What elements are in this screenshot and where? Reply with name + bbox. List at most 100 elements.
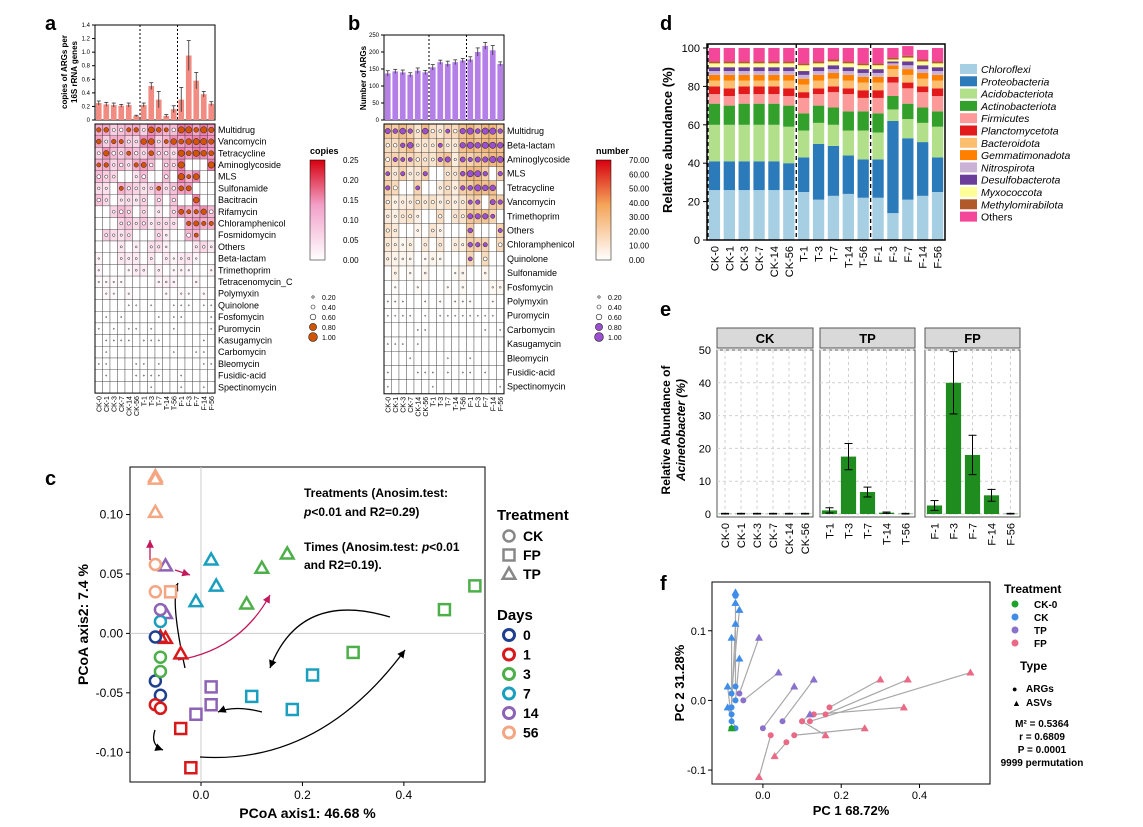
bar-ytick-label: 1.4 bbox=[82, 23, 91, 29]
heat-dot bbox=[104, 139, 109, 144]
stacked-bar-segment bbox=[842, 67, 854, 72]
panel-label-d: d bbox=[660, 13, 672, 35]
heat-dot bbox=[163, 139, 169, 144]
stacked-bar-segment bbox=[842, 94, 854, 112]
heat-cell bbox=[481, 351, 490, 366]
heat-dot bbox=[135, 327, 138, 330]
heat-dot bbox=[96, 197, 101, 203]
heat-dot bbox=[207, 161, 215, 169]
asv-point bbox=[723, 682, 732, 690]
facet-title: FP bbox=[964, 331, 981, 346]
category-label: F-1 bbox=[930, 523, 942, 540]
asv-point bbox=[821, 731, 830, 739]
heat-dot bbox=[454, 300, 457, 303]
row-label: Multidrug bbox=[218, 125, 255, 135]
heat-dot bbox=[469, 371, 472, 374]
args-point bbox=[732, 697, 739, 704]
stacked-bar-segment bbox=[753, 80, 765, 87]
color-legend-title: number bbox=[596, 146, 630, 156]
legend-label: Myxococcota bbox=[981, 187, 1042, 199]
category-label: CK-56 bbox=[800, 523, 812, 554]
color-legend-tick: 0.00 bbox=[629, 256, 645, 265]
heat-cell bbox=[162, 334, 171, 347]
legend-swatch bbox=[960, 88, 977, 99]
facet-title: CK bbox=[756, 331, 775, 346]
y-axis-label: PCoA axis2: 7.4 % bbox=[75, 564, 91, 685]
asv-point bbox=[790, 682, 799, 690]
heat-cell bbox=[169, 357, 178, 370]
row-label: Carbomycin bbox=[507, 325, 555, 335]
asv-point bbox=[731, 619, 740, 627]
row-label: Rifamycin bbox=[218, 207, 258, 217]
heat-dot bbox=[446, 314, 449, 317]
heat-cell bbox=[94, 217, 103, 230]
category-label: CK-56 bbox=[784, 246, 796, 277]
size-legend-dot bbox=[594, 332, 604, 342]
heat-cell bbox=[124, 275, 133, 289]
heat-dot bbox=[180, 374, 183, 377]
facet-title: TP bbox=[859, 331, 876, 346]
stacked-bar-segment bbox=[783, 67, 795, 72]
y-tick-label: 60 bbox=[688, 120, 700, 132]
heat-dot bbox=[135, 304, 138, 307]
heat-cell bbox=[421, 351, 430, 366]
heat-dot bbox=[416, 214, 420, 218]
y-tick-label: 80 bbox=[688, 81, 700, 93]
heat-dot bbox=[385, 171, 391, 177]
panel-label-f: f bbox=[660, 573, 667, 595]
heat-dot bbox=[491, 314, 494, 317]
heat-dot bbox=[467, 157, 473, 162]
color-legend-tick: 0.15 bbox=[343, 196, 359, 205]
heat-dot bbox=[393, 143, 398, 148]
heat-dot bbox=[467, 199, 473, 205]
stacked-frame bbox=[706, 43, 946, 241]
stacked-bar-segment bbox=[827, 65, 840, 70]
heat-dot bbox=[171, 209, 176, 214]
heat-dot bbox=[416, 229, 419, 232]
stacked-bar-segment bbox=[842, 88, 854, 95]
legend-type-label: ARGs bbox=[1026, 684, 1054, 695]
bar bbox=[95, 103, 102, 120]
legend-type-title: Type bbox=[1020, 659, 1047, 673]
heat-dot bbox=[149, 162, 154, 168]
stacked-bar-segment bbox=[738, 80, 750, 87]
y-tick-label: 10 bbox=[699, 476, 711, 488]
heat-cell bbox=[139, 229, 148, 242]
stacked-bar-segment bbox=[798, 48, 810, 64]
heat-cell bbox=[451, 322, 460, 338]
y-axis-label: Relative abundance (%) bbox=[660, 67, 675, 213]
sample-label: T-3 bbox=[438, 397, 445, 407]
heat-dot bbox=[385, 228, 390, 233]
legend-day-label: 3 bbox=[523, 666, 531, 682]
heat-dot bbox=[185, 138, 192, 145]
pcoa-point-square bbox=[285, 702, 300, 717]
heat-cell bbox=[94, 229, 103, 242]
legend-days-title: Days bbox=[497, 607, 533, 624]
bar-ytick-label: 50 bbox=[372, 101, 379, 107]
heat-dot bbox=[386, 314, 389, 317]
stacked-bar-segment bbox=[827, 69, 840, 73]
row-label: Fosfomycin bbox=[218, 312, 264, 322]
stacked-bar-segment bbox=[872, 197, 884, 240]
heat-dot bbox=[491, 300, 494, 303]
stacked-bar-segment bbox=[872, 48, 884, 64]
heat-dot bbox=[172, 221, 176, 225]
stacked-bar-segment bbox=[917, 65, 929, 70]
row-label: Aminoglycoside bbox=[218, 160, 281, 170]
heat-cell bbox=[147, 346, 156, 359]
category-label: T-56 bbox=[901, 523, 913, 545]
color-legend-bar bbox=[595, 159, 612, 261]
heat-cell bbox=[109, 311, 118, 324]
stacked-bar-segment bbox=[723, 161, 735, 191]
legend-label: Proteobacteria bbox=[981, 76, 1049, 88]
stats-line: r = 0.6809 bbox=[1019, 732, 1065, 743]
heat-dot bbox=[185, 126, 193, 134]
bar bbox=[482, 45, 489, 120]
heat-dot bbox=[180, 304, 183, 307]
args-point bbox=[791, 732, 798, 739]
stacked-bar-segment bbox=[783, 63, 795, 68]
heat-cell bbox=[109, 252, 118, 265]
row-label: Polymyxin bbox=[218, 289, 259, 299]
sample-label: CK-14 bbox=[127, 396, 134, 416]
